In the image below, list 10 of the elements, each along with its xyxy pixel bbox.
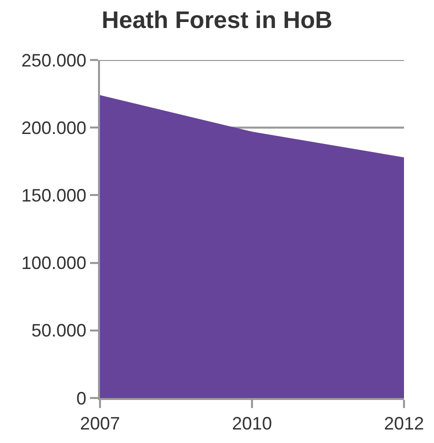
y-tick-label: 100.000 — [21, 253, 86, 274]
y-tick-label: 250.000 — [21, 50, 86, 70]
x-tick-label: 2012 — [384, 414, 424, 434]
x-tick-label: 2010 — [232, 414, 272, 434]
y-tick-label: 0 — [76, 388, 86, 408]
x-tick-label: 2007 — [80, 414, 120, 434]
y-tick-label: 150.000 — [21, 186, 86, 206]
y-tick-label: 50.000 — [31, 320, 86, 341]
y-tick-label: 200.000 — [21, 118, 86, 138]
chart-title: Heath Forest in HoB — [102, 6, 332, 34]
